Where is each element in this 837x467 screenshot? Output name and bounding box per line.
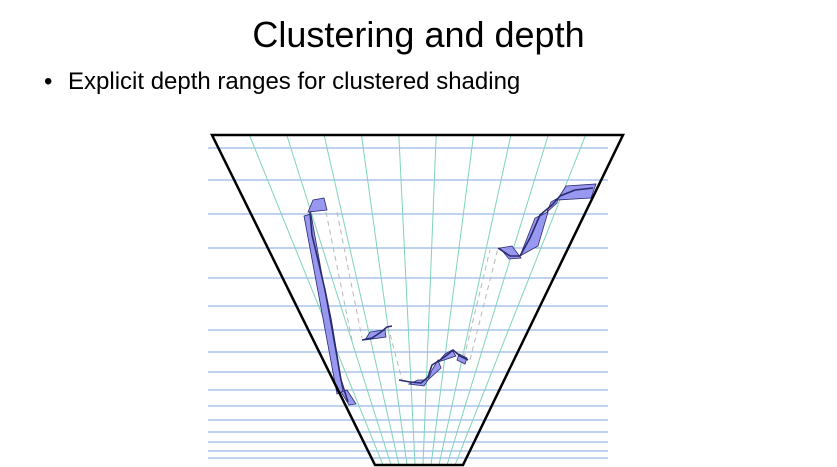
surface-line — [361, 325, 393, 341]
bullet-item: • Explicit depth ranges for clustered sha… — [44, 66, 520, 98]
frustum-radial-line — [438, 134, 512, 466]
frustum-radial-line — [323, 134, 400, 466]
cluster-box — [303, 213, 344, 395]
frustum-radial-line — [398, 134, 416, 466]
frustum-radial-line — [248, 134, 384, 466]
connector-line — [336, 211, 363, 339]
frustum-outline — [209, 133, 625, 467]
surface-line — [398, 349, 469, 384]
cluster-box — [427, 359, 442, 381]
surface-line — [497, 187, 594, 257]
bullet-marker: • — [44, 68, 53, 95]
slide-title: Clustering and depth — [252, 14, 585, 55]
surface-lines — [309, 187, 594, 403]
connector-lines — [325, 211, 499, 381]
frustum-radial-line — [286, 134, 392, 466]
surface-line — [309, 211, 349, 403]
connector-line — [325, 211, 353, 341]
frustum-radial-line — [430, 134, 475, 466]
connector-line — [463, 249, 491, 359]
connector-line — [387, 325, 403, 381]
frustum-radial-line — [360, 134, 408, 466]
cluster-box — [307, 197, 328, 213]
cluster-box — [556, 183, 597, 201]
depth-slice-lines — [208, 147, 608, 459]
bullet-text: Explicit depth ranges for clustered shad… — [68, 68, 521, 95]
frustum-radial-lines — [248, 134, 587, 466]
connector-line — [469, 247, 499, 361]
frustum-radial-line — [446, 134, 549, 466]
frustum-radial-line — [422, 134, 437, 466]
